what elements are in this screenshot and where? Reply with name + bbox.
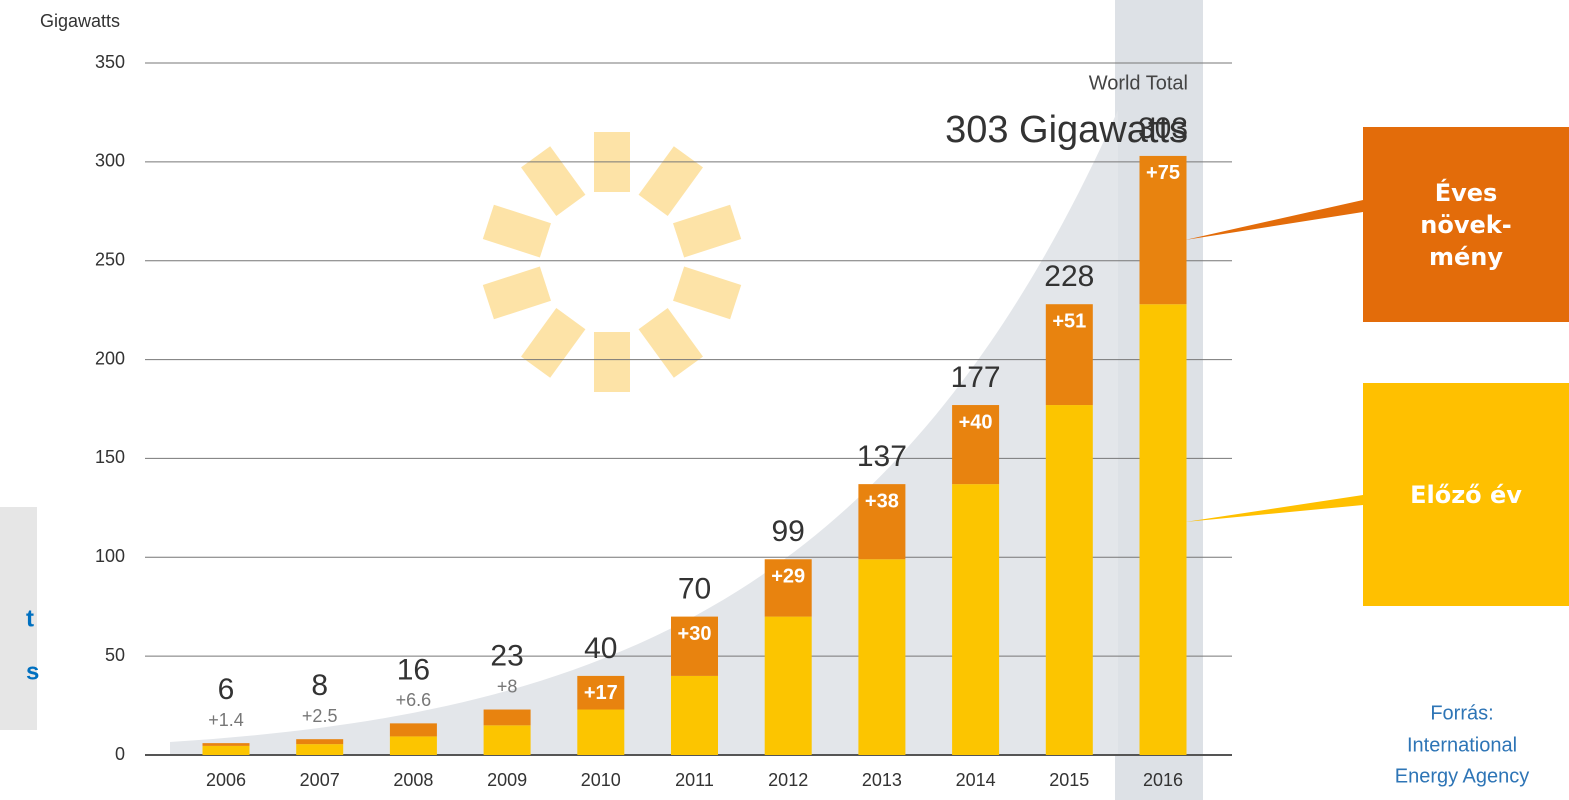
y-tick-label: 100	[95, 546, 125, 566]
bar-segment	[671, 616, 718, 676]
cropped-note: s	[26, 658, 39, 685]
y-tick-label: 250	[95, 249, 125, 269]
cropped-note: t	[26, 605, 34, 632]
value-label: +40	[959, 411, 993, 433]
legend-entry: Éves növek-mény	[1363, 127, 1569, 322]
y-tick-label: 150	[95, 447, 125, 467]
bar-segment	[296, 744, 344, 755]
value-label: +75	[1146, 162, 1180, 184]
y-tick-label: 200	[95, 348, 125, 368]
x-tick-label: 2014	[956, 770, 996, 790]
total-label: 228	[1044, 260, 1094, 293]
x-tick-label: 2009	[487, 770, 527, 790]
bar-segment	[952, 484, 1000, 755]
x-tick-label: 2012	[768, 770, 808, 790]
total-label: 16	[397, 653, 430, 686]
annotation-title: World Total	[1089, 72, 1188, 94]
bar-segment	[1045, 304, 1093, 406]
bar-segment	[1139, 304, 1187, 755]
x-tick-label: 2015	[1049, 770, 1089, 790]
bar-segment	[952, 405, 1000, 485]
value-label: +30	[678, 623, 712, 645]
source: International	[1407, 734, 1517, 756]
y-tick-label: 300	[95, 151, 125, 171]
y-tick-label: 350	[95, 52, 125, 72]
total-label: 70	[678, 573, 711, 606]
bar-segment	[858, 484, 906, 560]
pointer	[1185, 200, 1363, 240]
bar-segment	[1045, 405, 1093, 755]
total-label: 177	[951, 361, 1001, 394]
bar-segment	[764, 616, 812, 755]
total-label: 23	[490, 639, 523, 672]
value-label: +8	[497, 676, 518, 696]
y-axis-label: Gigawatts	[40, 11, 120, 31]
bar-segment	[202, 745, 250, 755]
value-label: +38	[865, 490, 899, 512]
annotation-value: 303 Gigawatts	[945, 109, 1188, 151]
pointer	[1185, 495, 1363, 522]
bar-segment	[202, 743, 250, 746]
x-tick-label: 2016	[1143, 770, 1183, 790]
bar-segment	[858, 559, 906, 755]
y-tick-label: 0	[115, 744, 125, 764]
value-label: +1.4	[208, 710, 244, 730]
total-label: 99	[772, 515, 805, 548]
total-label: 6	[218, 673, 235, 706]
sun-decoration	[482, 132, 742, 392]
total-label: 303	[1138, 112, 1188, 145]
source: Forrás:	[1430, 702, 1493, 724]
x-tick-label: 2013	[862, 770, 902, 790]
bar-segment	[671, 675, 718, 755]
value-label: +29	[771, 566, 805, 588]
value-label: +17	[584, 682, 618, 704]
bar-segment	[1139, 155, 1187, 305]
x-tick-label: 2011	[675, 770, 714, 790]
bar-segment	[764, 559, 812, 617]
source: Energy Agency	[1395, 765, 1530, 787]
value-label: +51	[1052, 310, 1086, 332]
x-tick-label: 2010	[581, 770, 621, 790]
bar-segment	[483, 709, 531, 726]
bar-segment	[577, 675, 625, 710]
legend-entry: Előző év	[1363, 383, 1569, 606]
bar-segment	[389, 723, 437, 737]
value-label: +6.6	[396, 690, 432, 710]
total-label: 40	[584, 632, 617, 665]
side-panel	[0, 507, 37, 730]
x-tick-label: 2006	[206, 770, 246, 790]
x-tick-label: 2008	[393, 770, 433, 790]
bar-segment	[296, 739, 344, 745]
total-label: 137	[857, 440, 907, 473]
bar-segment	[389, 736, 437, 755]
total-label: 8	[311, 669, 328, 702]
y-tick-label: 50	[105, 645, 125, 665]
bar-segment	[577, 709, 625, 755]
value-label: +2.5	[302, 706, 338, 726]
bar-segment	[483, 725, 531, 755]
x-tick-label: 2007	[300, 770, 340, 790]
